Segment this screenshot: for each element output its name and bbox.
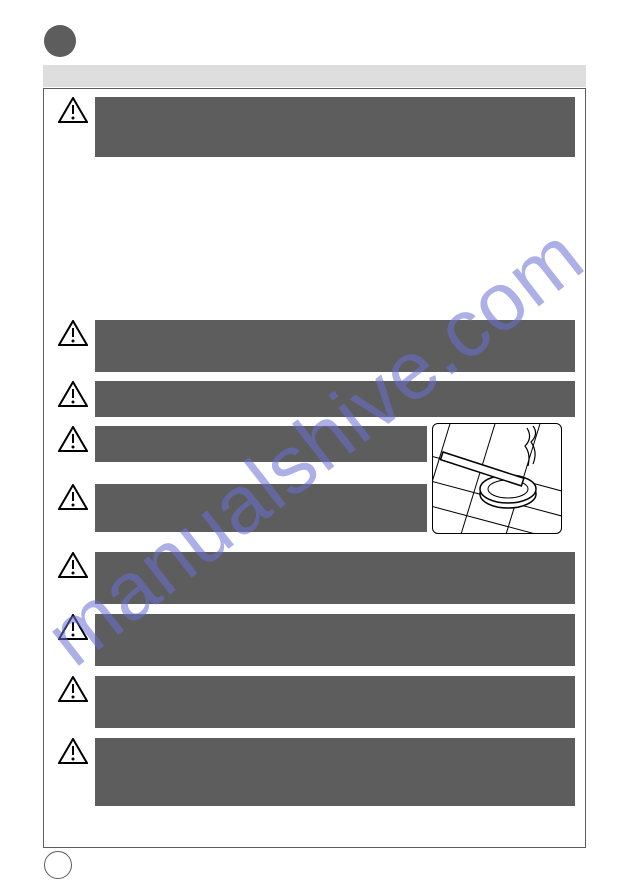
warning-icon xyxy=(58,426,88,453)
warning-block xyxy=(95,738,575,806)
warning-block xyxy=(95,97,575,157)
warning-icon xyxy=(58,676,88,703)
warning-icon xyxy=(58,381,88,408)
warning-block xyxy=(95,381,575,417)
footer-page-circle xyxy=(44,851,72,879)
warning-icon xyxy=(58,614,88,641)
warning-block xyxy=(95,552,575,604)
warning-block xyxy=(95,426,427,462)
no-smoking-illustration xyxy=(432,423,562,534)
warning-icon xyxy=(58,484,88,511)
warning-block xyxy=(95,676,575,728)
header-title-bar xyxy=(43,65,586,87)
warning-icon xyxy=(58,738,88,765)
warning-block xyxy=(95,320,575,372)
header-marker-circle xyxy=(44,25,76,57)
warning-block xyxy=(95,484,427,532)
warning-icon xyxy=(58,320,88,347)
page-container: manualshive.com xyxy=(0,0,629,893)
warning-block xyxy=(95,614,575,666)
warning-icon xyxy=(58,552,88,579)
warning-icon xyxy=(58,97,88,124)
